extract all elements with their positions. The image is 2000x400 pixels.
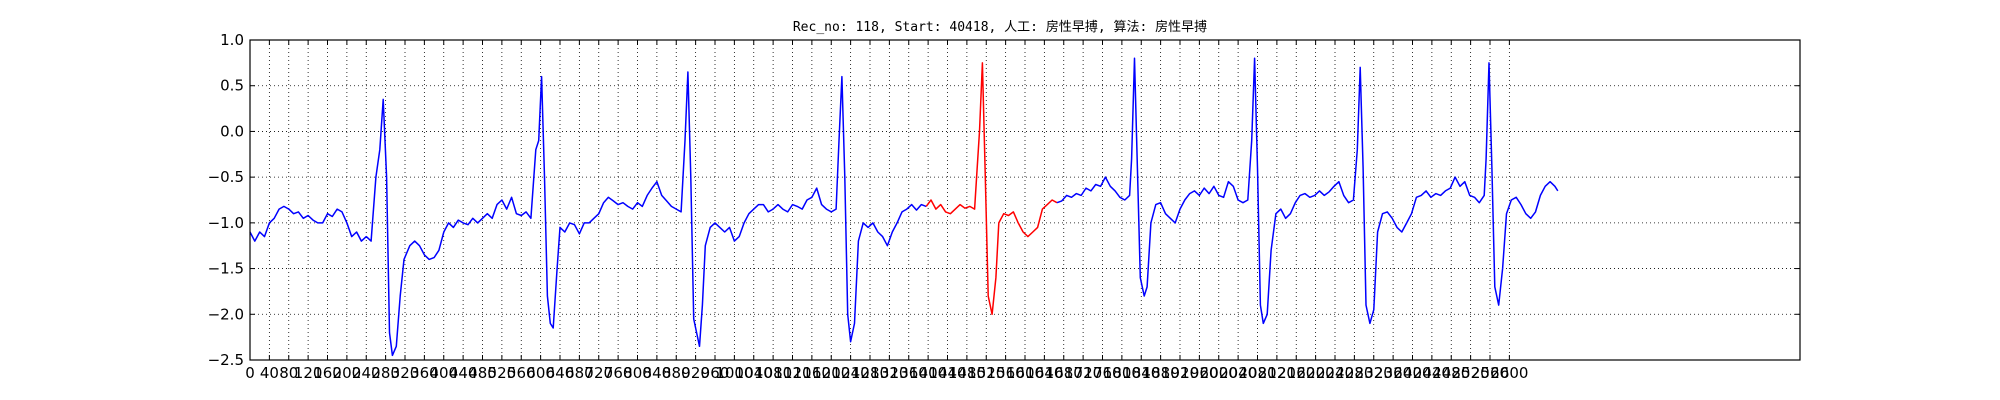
y-tick-label: −2.5 [208,351,244,369]
x-tick-label: 1400 [909,364,947,382]
y-tick-label: −1.0 [208,214,244,232]
x-tick-label: 1480 [948,364,986,382]
y-tick-label: −1.5 [208,260,244,278]
x-tick-label: 200 [333,364,362,382]
x-tick-label: 2440 [1413,364,1451,382]
x-tick-label: 2560 [1471,364,1509,382]
x-tick-label: 640 [546,364,575,382]
x-tick-label: 2240 [1316,364,1354,382]
x-tick-label: 1120 [773,364,811,382]
x-tick-label: 1960 [1180,364,1218,382]
x-tick-label: 0 [245,364,255,382]
x-tick-label: 1280 [851,364,889,382]
x-tick-label: 2200 [1297,364,1335,382]
x-tick-label: 2520 [1452,364,1490,382]
x-tick-label: 1640 [1025,364,1063,382]
x-tick-label: 1840 [1122,364,1160,382]
x-tick-label: 1920 [1161,364,1199,382]
x-tick-label: 2080 [1238,364,1276,382]
x-tick-label: 1720 [1064,364,1102,382]
x-tick-label: 960 [701,364,730,382]
x-tick-label: 800 [623,364,652,382]
x-tick-label: 2320 [1355,364,1393,382]
x-tick-label: 360 [410,364,439,382]
x-tick-label: 280 [371,364,400,382]
x-tick-label: 1520 [967,364,1005,382]
x-tick-label: 760 [604,364,633,382]
x-tick-label: 1600 [1006,364,1044,382]
y-tick-label: 0.5 [220,77,244,95]
x-tick-label: 1000 [715,364,753,382]
plot-frame [249,39,1801,361]
x-tick-label: 2120 [1258,364,1296,382]
x-tick-label: 880 [662,364,691,382]
ecg-series-beat [925,62,1058,316]
x-tick-label: 400 [429,364,458,382]
x-tick-label: 1080 [754,364,792,382]
x-tick-label: 1880 [1142,364,1180,382]
x-tick-label: 120 [294,364,323,382]
x-tick-label: 320 [391,364,420,382]
x-tick-label: 1240 [832,364,870,382]
x-tick-label: 2000 [1200,364,1238,382]
ecg-series-pre [249,71,927,357]
y-tick-label: 0.0 [220,122,244,140]
x-tick-label: 160 [313,364,342,382]
y-tick-label: −2.0 [208,305,244,323]
x-tick-label: 920 [681,364,710,382]
x-tick-label: 2600 [1490,364,1528,382]
x-tick-label: 80 [279,364,298,382]
x-tick-label: 720 [584,364,613,382]
chart-title: Rec_no: 118, Start: 40418, 人工: 房性早搏, 算法:… [793,19,1207,35]
y-tick-label: 1.0 [220,31,244,49]
x-tick-label: 520 [488,364,517,382]
x-tick-label: 240 [352,364,381,382]
x-tick-label: 40 [260,364,279,382]
x-tick-label: 1760 [1083,364,1121,382]
x-tick-label: 840 [643,364,672,382]
x-tick-label: 1560 [987,364,1025,382]
series-layer [249,57,1559,357]
x-tick-label: 2280 [1335,364,1373,382]
x-tick-label: 1680 [1045,364,1083,382]
x-tick-label: 1440 [928,364,966,382]
x-tick-label: 2040 [1219,364,1257,382]
tick-label-layer: 0 40 8012016020024028032036040044048052056… [208,31,1529,382]
x-tick-label: 2160 [1277,364,1315,382]
x-tick-label: 1040 [735,364,773,382]
x-tick-label: 2360 [1374,364,1412,382]
x-tick-label: 1360 [890,364,928,382]
x-tick-label: 680 [565,364,594,382]
x-tick-label: 600 [526,364,555,382]
x-tick-label: 480 [468,364,497,382]
y-tick-label: −0.5 [208,168,244,186]
x-tick-label: 440 [449,364,478,382]
x-tick-label: 1800 [1103,364,1141,382]
x-tick-label: 560 [507,364,536,382]
x-tick-label: 2480 [1432,364,1470,382]
x-tick-label: 1320 [870,364,908,382]
ecg-series-post [1056,57,1559,325]
x-tick-label: 2400 [1393,364,1431,382]
x-tick-label: 1200 [812,364,850,382]
x-tick-label: 1160 [793,364,831,382]
